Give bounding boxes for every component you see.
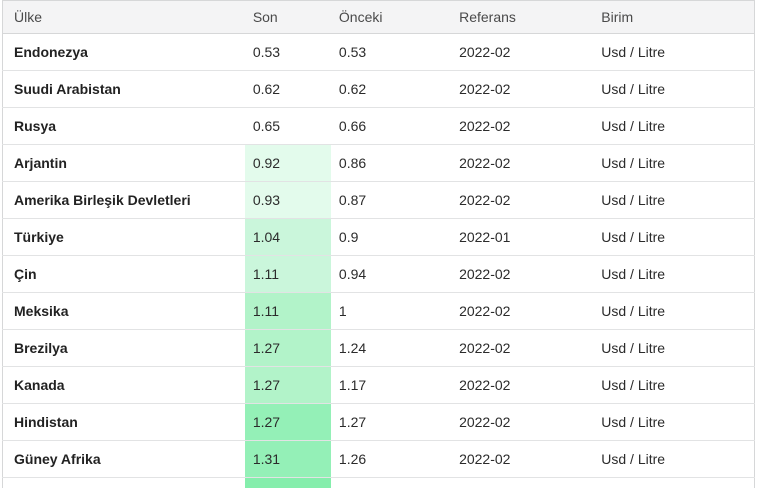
reference-cell: 2022-02 <box>451 440 594 478</box>
unit-cell: Usd / Litre <box>593 366 755 404</box>
previous-cell: 0.9 <box>330 218 452 256</box>
reference-cell: 2022-02 <box>451 107 594 145</box>
reference-cell: 2022-02 <box>451 366 594 404</box>
previous-cell: 1.26 <box>330 440 452 478</box>
country-cell <box>2 477 245 488</box>
reference-cell: 2022-02 <box>451 33 594 71</box>
last-cell: 1.11 <box>244 255 331 293</box>
reference-cell: 2022-02 <box>451 292 594 330</box>
unit-cell: Usd / Litre <box>593 403 755 441</box>
unit-cell: Usd / Litre <box>593 107 755 145</box>
table-row: Rusya 0.65 0.66 2022-02 Usd / Litre <box>2 107 755 145</box>
country-cell[interactable]: Meksika <box>2 292 245 330</box>
table-row: Güney Afrika 1.31 1.26 2022-02 Usd / Litre <box>2 440 755 478</box>
unit-cell <box>593 477 755 488</box>
country-cell[interactable]: Rusya <box>2 107 245 145</box>
table-row: Türkiye 1.04 0.9 2022-01 Usd / Litre <box>2 218 755 256</box>
country-cell[interactable]: Güney Afrika <box>2 440 245 478</box>
last-cell: 1.27 <box>244 366 331 404</box>
last-cell: 0.65 <box>244 107 331 145</box>
unit-cell: Usd / Litre <box>593 255 755 293</box>
table-header: Ülke Son Önceki Referans Birim <box>2 0 755 34</box>
unit-cell: Usd / Litre <box>593 181 755 219</box>
country-cell[interactable]: Suudi Arabistan <box>2 70 245 108</box>
reference-cell: 2022-02 <box>451 403 594 441</box>
previous-cell: 1 <box>330 292 452 330</box>
last-cell: 0.53 <box>244 33 331 71</box>
col-header-last: Son <box>244 0 331 34</box>
col-header-unit: Birim <box>593 0 755 34</box>
previous-cell: 0.66 <box>330 107 452 145</box>
table-row: Kanada 1.27 1.17 2022-02 Usd / Litre <box>2 366 755 404</box>
col-header-previous: Önceki <box>330 0 452 34</box>
country-cell[interactable]: Kanada <box>2 366 245 404</box>
table-row: Hindistan 1.27 1.27 2022-02 Usd / Litre <box>2 403 755 441</box>
last-cell: 0.93 <box>244 181 331 219</box>
country-cell[interactable]: Amerika Birleşik Devletleri <box>2 181 245 219</box>
reference-cell <box>451 477 594 488</box>
previous-cell: 0.53 <box>330 33 452 71</box>
reference-cell: 2022-02 <box>451 255 594 293</box>
col-header-reference: Referans <box>451 0 594 34</box>
previous-cell: 1.17 <box>330 366 452 404</box>
table-row: Meksika 1.11 1 2022-02 Usd / Litre <box>2 292 755 330</box>
table-body: Endonezya 0.53 0.53 2022-02 Usd / Litre Suudi… <box>2 33 755 488</box>
col-header-country: Ülke <box>2 0 245 34</box>
country-cell[interactable]: Endonezya <box>2 33 245 71</box>
table-row: Brezilya 1.27 1.24 2022-02 Usd / Litre <box>2 329 755 367</box>
table-row: Arjantin 0.92 0.86 2022-02 Usd / Litre <box>2 144 755 182</box>
reference-cell: 2022-01 <box>451 218 594 256</box>
unit-cell: Usd / Litre <box>593 440 755 478</box>
last-cell: 1.27 <box>244 403 331 441</box>
last-cell: 0.62 <box>244 70 331 108</box>
previous-cell: 0.62 <box>330 70 452 108</box>
reference-cell: 2022-02 <box>451 144 594 182</box>
unit-cell: Usd / Litre <box>593 329 755 367</box>
country-cell[interactable]: Brezilya <box>2 329 245 367</box>
table-row: Suudi Arabistan 0.62 0.62 2022-02 Usd / Litr… <box>2 70 755 108</box>
last-cell: 1.11 <box>244 292 331 330</box>
unit-cell: Usd / Litre <box>593 33 755 71</box>
reference-cell: 2022-02 <box>451 181 594 219</box>
unit-cell: Usd / Litre <box>593 292 755 330</box>
table-row: Amerika Birleşik Devletleri 0.93 0.87 2022-… <box>2 181 755 219</box>
previous-cell: 1.27 <box>330 403 452 441</box>
previous-cell: 0.94 <box>330 255 452 293</box>
unit-cell: Usd / Litre <box>593 218 755 256</box>
table-row: Endonezya 0.53 0.53 2022-02 Usd / Litre <box>2 33 755 71</box>
last-cell: 1.27 <box>244 329 331 367</box>
unit-cell: Usd / Litre <box>593 144 755 182</box>
reference-cell: 2022-02 <box>451 70 594 108</box>
table-row: Çin 1.11 0.94 2022-02 Usd / Litre <box>2 255 755 293</box>
previous-cell <box>330 477 452 488</box>
last-cell: 1.31 <box>244 440 331 478</box>
table-header-row: Ülke Son Önceki Referans Birim <box>2 0 755 34</box>
last-cell <box>244 477 331 488</box>
country-cell[interactable]: Çin <box>2 255 245 293</box>
last-cell: 0.92 <box>244 144 331 182</box>
reference-cell: 2022-02 <box>451 329 594 367</box>
previous-cell: 0.86 <box>330 144 452 182</box>
country-cell[interactable]: Türkiye <box>2 218 245 256</box>
previous-cell: 0.87 <box>330 181 452 219</box>
last-cell: 1.04 <box>244 218 331 256</box>
country-cell[interactable]: Arjantin <box>2 144 245 182</box>
previous-cell: 1.24 <box>330 329 452 367</box>
table-row-partial <box>2 477 755 488</box>
unit-cell: Usd / Litre <box>593 70 755 108</box>
country-cell[interactable]: Hindistan <box>2 403 245 441</box>
